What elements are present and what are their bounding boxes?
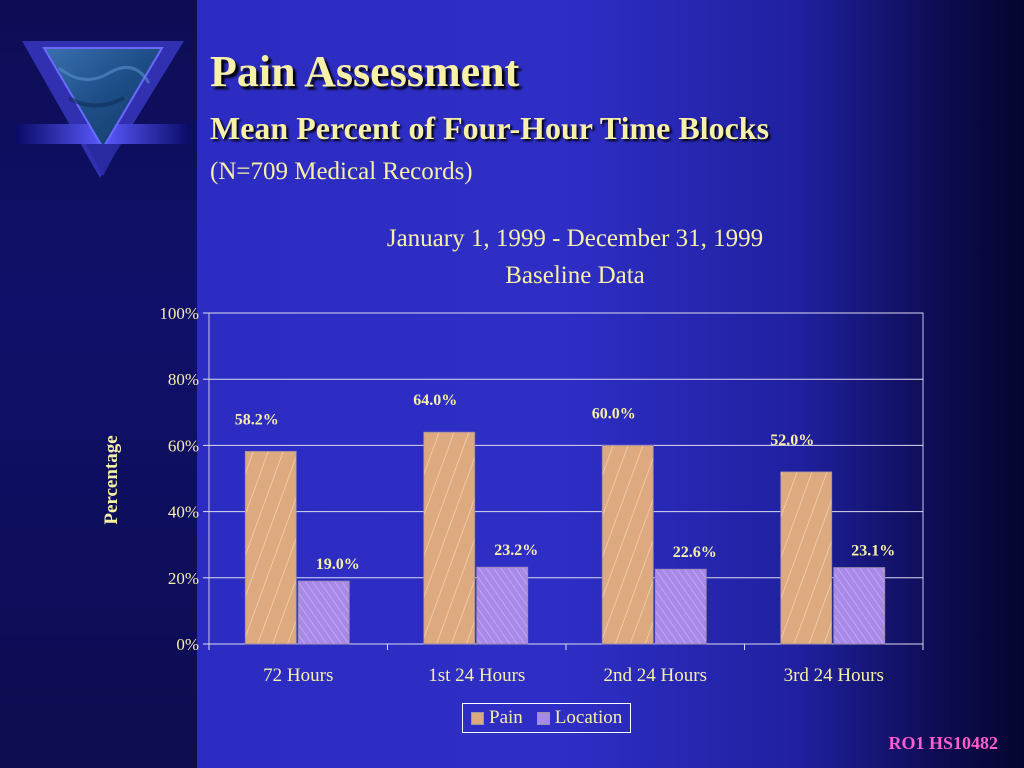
y-tick-label: 0% [176, 635, 199, 654]
legend-label-pain: Pain [489, 707, 523, 728]
data-label-pain: 58.2% [235, 411, 279, 428]
sample-size-note: (N=709 Medical Records) [210, 158, 473, 185]
legend-swatch-pain [471, 711, 484, 725]
legend-swatch-location [536, 711, 550, 725]
x-tick-label: 3rd 24 Hours [784, 665, 884, 686]
legend-label-location: Location [554, 707, 623, 728]
data-label-pain: 60.0% [592, 405, 636, 422]
bar-location [654, 568, 707, 645]
slide-subtitle: Mean Percent of Four-Hour Time Blocks [210, 110, 770, 146]
legend-item-location: Location [536, 707, 623, 729]
bar-location [833, 567, 886, 645]
data-label-location: 19.0% [316, 556, 360, 573]
y-tick-label: 80% [168, 370, 199, 389]
y-tick-label: 20% [168, 569, 199, 588]
bar-pain [601, 444, 654, 645]
bar-location [476, 566, 529, 645]
y-tick-label: 60% [168, 436, 199, 455]
x-tick-label: 1st 24 Hours [428, 665, 525, 686]
chart-title: January 1, 1999 - December 31, 1999 [386, 225, 764, 252]
bar-pain [780, 471, 833, 645]
data-label-location: 23.2% [494, 542, 538, 559]
bar-location [297, 580, 350, 645]
x-tick-label: 2nd 24 Hours [604, 665, 707, 686]
data-label-location: 23.1% [851, 543, 895, 560]
triangle-logo-icon [16, 41, 190, 178]
slide-title: Pain Assessment [210, 47, 520, 96]
x-tick-label: 72 Hours [263, 665, 333, 686]
bar-pain [244, 450, 297, 645]
bar-pain [423, 431, 476, 645]
chart-subtitle: Baseline Data [505, 262, 645, 289]
chart-legend: Pain Location [462, 703, 632, 733]
data-label-pain: 64.0% [413, 392, 457, 409]
data-label-pain: 52.0% [770, 432, 814, 449]
grant-number: RO1 HS10482 [888, 733, 998, 753]
data-label-location: 22.6% [673, 544, 717, 561]
legend-item-pain: Pain [471, 707, 523, 729]
y-tick-label: 40% [168, 503, 199, 522]
y-tick-label: 100% [159, 304, 199, 323]
